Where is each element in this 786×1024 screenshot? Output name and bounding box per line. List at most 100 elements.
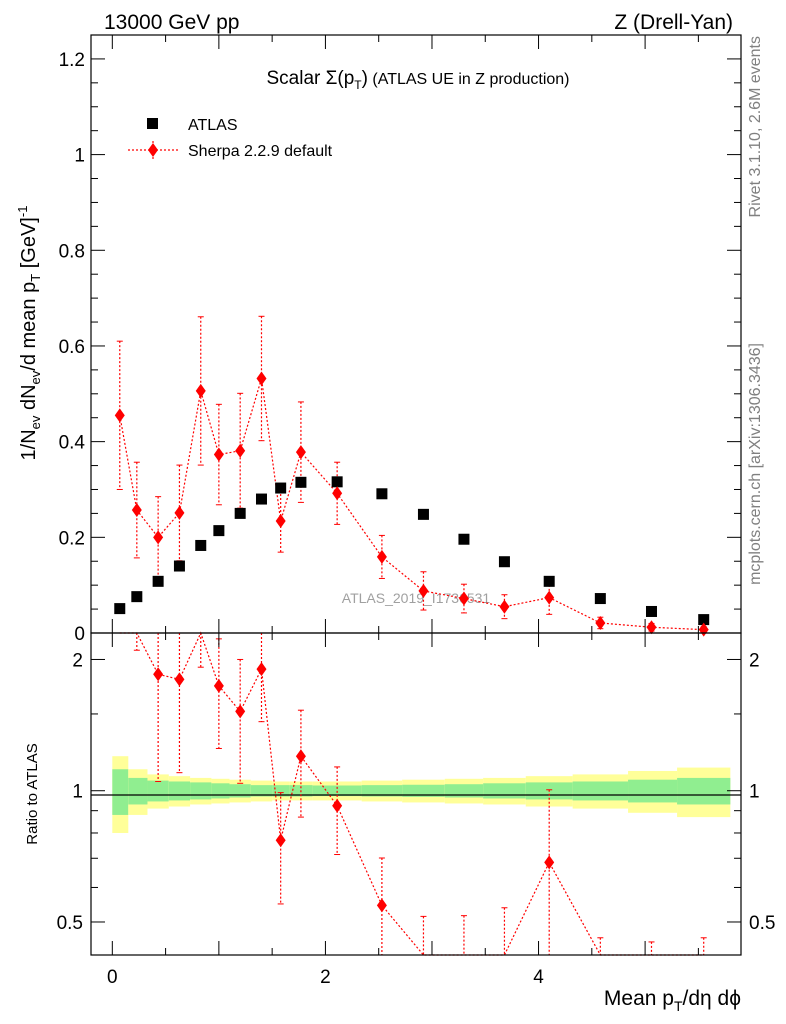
- sherpa-point: [595, 615, 606, 630]
- atlas-point: [213, 525, 225, 537]
- atlas-point: [417, 508, 429, 520]
- main-errorbars: [116, 315, 707, 634]
- main-ytick-label: 1.2: [59, 50, 85, 71]
- sherpa-point: [499, 599, 510, 614]
- mcplots-label: mcplots.cern.ch [arXiv:1306.3436]: [747, 343, 764, 585]
- ratio-band-inner: [128, 777, 148, 805]
- main-plot: ATLAS_2019_I1736531 0 0.2 0.4 0.6 0.8 1 1.2 Sc…: [15, 34, 742, 645]
- atlas-point: [295, 476, 307, 488]
- atlas-point: [458, 533, 470, 545]
- ratio-band-inner: [229, 784, 251, 798]
- sherpa-point: [295, 445, 306, 460]
- main-ytick-label: 0.6: [59, 337, 85, 358]
- ratio-point: [332, 798, 343, 813]
- ratio-band-inner: [628, 779, 678, 803]
- sherpa-point: [646, 620, 657, 635]
- main-ticks: 0 0.2 0.4 0.6 0.8 1 1.2: [59, 35, 741, 645]
- ratio-point: [213, 678, 224, 693]
- ratio-band-inner: [190, 782, 212, 800]
- header-left: 13000 GeV pp: [104, 11, 239, 34]
- main-ytick-label: 0.8: [59, 241, 85, 262]
- atlas-point: [331, 476, 343, 488]
- atlas-point: [275, 482, 287, 494]
- header-right: Z (Drell-Yan): [614, 11, 733, 34]
- ratio-band-inner: [312, 785, 362, 797]
- ratio-ytick-label: 2: [72, 650, 83, 671]
- atlas-point: [152, 575, 164, 587]
- ratio-xtick-label: 4: [533, 967, 544, 988]
- sherpa-point: [376, 549, 387, 564]
- ratio-band-inner: [112, 769, 129, 815]
- ratio-ytick-label-right: 0.5: [749, 913, 775, 934]
- ratio-point: [235, 704, 246, 719]
- ratio-ytick-label: 1: [72, 782, 83, 803]
- ratio-xtick-label: 2: [320, 967, 331, 988]
- main-ytick-label: 1: [74, 146, 85, 167]
- ratio-band-inner: [250, 785, 273, 797]
- sherpa-point: [235, 443, 246, 458]
- sherpa-point: [418, 583, 429, 598]
- ratio-band-inner: [272, 785, 290, 797]
- legend-sherpa-label: Sherpa 2.2.9 default: [188, 143, 333, 160]
- legend-atlas-marker: [147, 118, 158, 129]
- ratio-point: [256, 662, 267, 677]
- ratio-xtick-label: 0: [107, 967, 118, 988]
- atlas-point: [173, 560, 185, 572]
- ratio-plot-frame: [90, 632, 742, 956]
- ratio-xlabel: Mean pT/dη dϕ: [604, 987, 741, 1014]
- sherpa-point: [153, 530, 164, 545]
- ratio-point: [295, 749, 306, 764]
- main-ytick-label: 0.4: [59, 433, 86, 454]
- ratio-ytick-label-right: 1: [749, 782, 760, 803]
- sherpa-point: [195, 383, 206, 398]
- ratio-band-inner: [483, 783, 526, 799]
- ratio-point: [153, 667, 164, 682]
- atlas-point: [255, 493, 267, 505]
- analysis-watermark: ATLAS_2019_I1736531: [342, 590, 491, 606]
- ratio-markers: [153, 662, 555, 913]
- main-ylabel: 1/Nev dNev/d mean pT [GeV]-1: [15, 206, 43, 461]
- atlas-point: [131, 591, 143, 603]
- legend-atlas-label: ATLAS: [188, 117, 238, 134]
- main-title: Scalar Σ(pT) (ATLAS UE in Z production): [266, 68, 569, 92]
- sherpa-point: [174, 505, 185, 520]
- ratio-point: [174, 672, 185, 687]
- rivet-version-label: Rivet 3.1.10, 2.6M events: [747, 36, 764, 217]
- ratio-band-inner: [402, 784, 445, 797]
- atlas-point: [645, 605, 657, 617]
- ratio-plot: 0.5 0.5 1 1 2 2 0 2 4 Ratio to ATLAS Mean pT/dη …: [24, 631, 775, 1014]
- sherpa-point: [458, 591, 469, 606]
- sherpa-point: [131, 503, 142, 518]
- main-ytick-label: 0.2: [59, 528, 85, 549]
- atlas-point: [234, 507, 246, 519]
- sherpa-point: [332, 486, 343, 501]
- legend: ATLAS Sherpa 2.2.9 default: [128, 117, 333, 160]
- ratio-ytick-label: 0.5: [57, 913, 83, 934]
- atlas-point: [498, 556, 510, 568]
- ratio-band-inner: [361, 785, 403, 797]
- sherpa-point: [213, 447, 224, 462]
- ratio-point: [275, 833, 286, 848]
- main-ytick-label: 0: [74, 624, 85, 645]
- atlas-point: [698, 614, 710, 626]
- sherpa-point: [114, 408, 125, 423]
- sherpa-point: [275, 514, 286, 529]
- ratio-point: [544, 855, 555, 870]
- ratio-band-inner: [677, 777, 731, 805]
- atlas-point: [543, 575, 555, 587]
- legend-sherpa-marker: [148, 143, 158, 157]
- sherpa-point: [544, 590, 555, 605]
- ratio-band-inner: [444, 784, 484, 798]
- atlas-point: [594, 593, 606, 605]
- atlas-point: [114, 603, 126, 615]
- atlas-point: [376, 488, 388, 500]
- ratio-band-inner: [572, 781, 629, 801]
- ratio-ticks: 0.5 0.5 1 1 2 2 0 2 4: [57, 633, 775, 988]
- ratio-band-inner: [147, 780, 169, 802]
- ratio-ylabel: Ratio to ATLAS: [24, 743, 41, 844]
- ratio-point: [376, 898, 387, 913]
- ratio-band-inner: [211, 783, 230, 799]
- sherpa-point: [256, 371, 267, 386]
- ratio-ytick-label-right: 2: [749, 650, 760, 671]
